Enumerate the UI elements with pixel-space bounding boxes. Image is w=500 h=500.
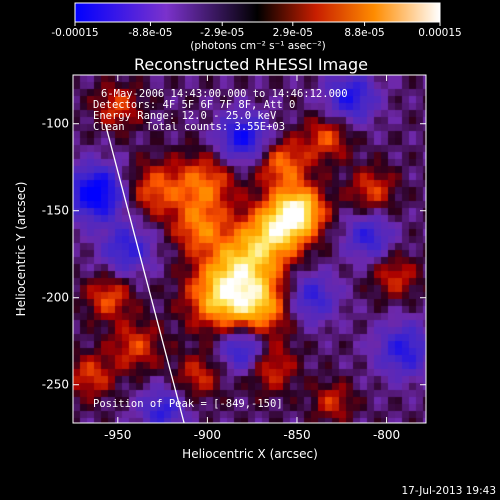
- heatmap-image: [73, 75, 426, 423]
- colorbar-tick-label: 8.8e-05: [344, 27, 384, 39]
- x-tick-label: -900: [194, 428, 221, 442]
- colorbar-tick-label: 2.9e-05: [273, 27, 313, 39]
- annotation-algorithm: Clean: [93, 121, 125, 133]
- solar-limb-line: [104, 123, 185, 424]
- x-axis-label: Heliocentric X (arcsec): [182, 447, 318, 461]
- y-tick-label: -200: [42, 291, 69, 305]
- colorbar-tick-label: -2.9e-05: [200, 27, 244, 39]
- annotation-energy-range: Energy Range: 12.0 - 25.0 keV: [93, 110, 277, 122]
- chart-title: Reconstructed RHESSI Image: [134, 55, 368, 74]
- timestamp: 17-Jul-2013 19:43: [401, 485, 496, 497]
- x-axis-ticks: -950 -900 -850 -800: [104, 75, 400, 442]
- colorbar-tick-label: -0.00015: [51, 27, 98, 39]
- colorbar-ticks: -0.00015 -8.8e-05 -2.9e-05 2.9e-05 8.8e-05 0.…: [51, 22, 462, 39]
- annotation-time-range: 6-May-2006 14:43:00.000 to 14:46:12.000: [101, 88, 348, 100]
- image-annotations: 6-May-2006 14:43:00.000 to 14:46:12.000 …: [93, 88, 348, 410]
- plot-frame: [72, 74, 427, 424]
- x-tick-label: -800: [373, 428, 400, 442]
- x-tick-label: -950: [104, 428, 131, 442]
- y-tick-label: -100: [42, 117, 69, 131]
- annotation-detectors: Detectors: 4F 5F 6F 7F 8F, Att 0: [93, 99, 295, 111]
- y-tick-label: -150: [42, 204, 69, 218]
- y-axis-ticks: -250 -200 -150 -100: [42, 117, 426, 392]
- x-tick-label: -850: [283, 428, 310, 442]
- colorbar-gradient: [74, 2, 441, 23]
- colorbar: -0.00015 -8.8e-05 -2.9e-05 2.9e-05 8.8e-05 0.…: [51, 2, 462, 52]
- heatmap-container: [73, 75, 426, 423]
- annotation-peak-position: Position of Peak = [-849,-150]: [93, 398, 283, 410]
- y-axis-label: Heliocentric Y (arcsec): [14, 182, 28, 317]
- annotation-total-counts: Total counts: 3.55E+03: [146, 121, 285, 133]
- y-tick-label: -250: [42, 378, 69, 392]
- colorbar-units-label: (photons cm⁻² s⁻¹ asec⁻²): [190, 40, 325, 52]
- colorbar-tick-label: -8.8e-05: [128, 27, 172, 39]
- colorbar-tick-label: 0.00015: [418, 27, 461, 39]
